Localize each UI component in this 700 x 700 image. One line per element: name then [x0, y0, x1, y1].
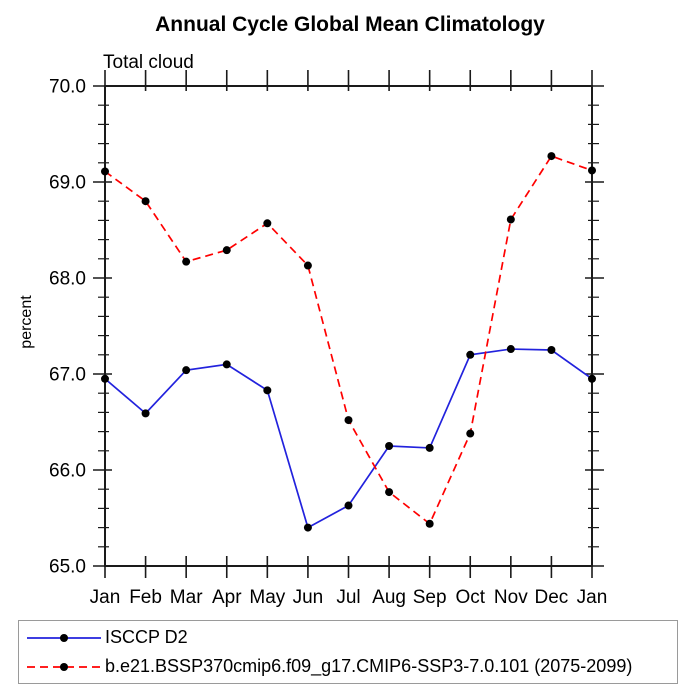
series-line-0 — [104, 348, 593, 529]
legend-line-sample-solid — [27, 633, 101, 642]
y-axis-title: percent — [18, 295, 35, 349]
annual-cycle-chart: Annual Cycle Global Mean Climatology Tot… — [18, 13, 607, 608]
axes: Jan Feb Mar Apr May Jun Jul Aug Sep Oct Nov Dec Jan6… — [49, 70, 607, 608]
x-tick-label: Sep — [413, 587, 447, 608]
y-tick-label: 69.0 — [49, 173, 86, 194]
data-point — [222, 246, 231, 255]
legend-item-isccp-d2: ISCCP D2 — [26, 623, 677, 652]
chart-subtitle: Total cloud — [103, 52, 194, 73]
data-point — [101, 167, 109, 176]
data-point — [182, 257, 191, 266]
x-tick-label: Mar — [170, 587, 203, 608]
y-tick-label: 67.0 — [49, 365, 86, 386]
y-tick-label: 68.0 — [49, 269, 86, 290]
x-tick-label: Oct — [455, 587, 485, 608]
data-series — [101, 152, 596, 532]
x-tick-label: Feb — [129, 587, 162, 608]
data-point — [101, 374, 109, 383]
legend-label-isccp-d2: ISCCP D2 — [105, 627, 188, 647]
y-tick-label: 65.0 — [49, 557, 86, 578]
data-point — [588, 374, 596, 383]
x-tick-label: Dec — [535, 587, 569, 608]
data-point — [385, 488, 394, 497]
data-point — [222, 360, 231, 369]
data-point — [547, 346, 556, 354]
y-tick-label: 66.0 — [49, 461, 86, 482]
x-tick-label: Aug — [372, 587, 406, 608]
data-point — [141, 197, 150, 206]
data-point — [263, 219, 272, 228]
legend-item-cmip6-run: b.e21.BSSP370cmip6.f09_g17.CMIP6-SSP3-7.… — [26, 652, 677, 681]
chart-title: Annual Cycle Global Mean Climatology — [155, 13, 545, 36]
series-line-1 — [104, 155, 593, 526]
data-point — [344, 416, 353, 425]
data-point — [263, 386, 272, 395]
y-tick-label: 70.0 — [49, 77, 86, 98]
x-tick-label: Jun — [293, 587, 324, 608]
data-point — [141, 409, 150, 418]
x-tick-label: Apr — [212, 587, 242, 608]
data-point — [425, 443, 434, 452]
data-point — [547, 152, 556, 161]
data-point — [588, 166, 596, 175]
plot-frame — [104, 85, 593, 567]
data-point — [303, 523, 312, 532]
x-tick-label: Jan — [577, 587, 608, 608]
legend-box: ISCCP D2 b.e21.BSSP370cmip6.f09_g17.CMIP… — [18, 620, 678, 684]
data-point — [344, 501, 353, 510]
data-point — [466, 429, 475, 438]
x-tick-label: Nov — [494, 587, 528, 608]
data-point — [506, 215, 515, 224]
x-tick-label: May — [249, 587, 285, 608]
x-tick-label: Jan — [90, 587, 121, 608]
data-point — [506, 345, 515, 354]
data-point — [466, 350, 475, 359]
data-point — [182, 366, 191, 375]
data-point — [425, 519, 434, 528]
legend-line-sample-dashed — [27, 662, 101, 671]
x-tick-label: Jul — [336, 587, 360, 608]
legend-label-cmip6-run: b.e21.BSSP370cmip6.f09_g17.CMIP6-SSP3-7.… — [105, 656, 633, 676]
data-point — [385, 442, 394, 450]
data-point — [303, 261, 312, 270]
